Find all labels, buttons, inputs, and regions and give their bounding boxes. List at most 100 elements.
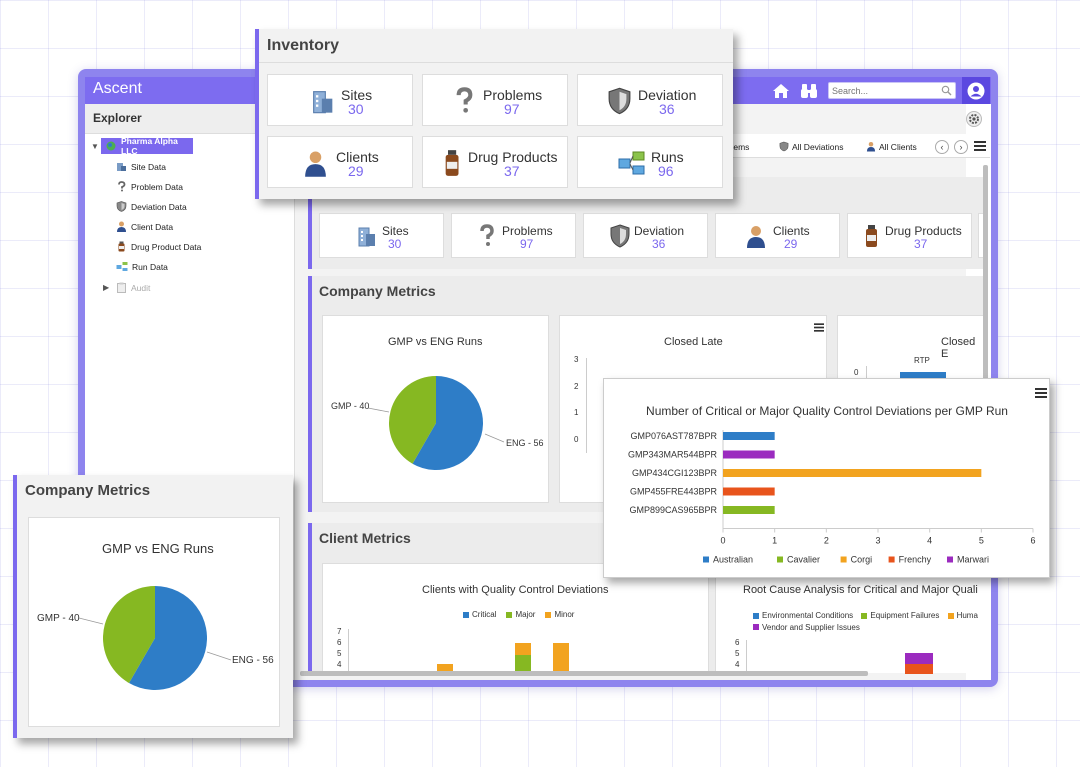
gmp-eng-panel: GMP vs ENG Runs GMP - 40 ENG - 56 — [322, 315, 549, 503]
sidebar-item-site-data[interactable]: Site Data — [116, 161, 166, 172]
tree-root-item[interactable]: Pharma Alpha LLC — [101, 136, 193, 156]
legend-label: Australian — [713, 555, 753, 565]
tile-name: Drug Products — [885, 224, 962, 238]
chart-title: Number of Critical or Major Quality Cont… — [646, 404, 1008, 418]
series-label: RTP — [914, 356, 930, 365]
chart-legend: Environmental Conditions Equipment Failu… — [753, 610, 983, 633]
user-menu-button[interactable] — [962, 77, 990, 104]
bg-tile-deviation[interactable]: Deviation 36 — [583, 213, 708, 258]
tree-collapse-icon[interactable]: ▼ — [91, 142, 99, 151]
sidebar-item-client-data[interactable]: Client Data — [116, 221, 173, 232]
gmp-eng-panel-large: GMP vs ENG Runs GMP - 40 ENG - 56 — [28, 517, 280, 727]
legend-swatch — [840, 556, 847, 563]
leader-line — [367, 407, 390, 413]
legend-swatch — [947, 556, 953, 563]
sidebar-item-drug-product-data[interactable]: Drug Product Data — [116, 241, 201, 252]
chart-bar[interactable] — [723, 506, 775, 514]
chart-title: Root Cause Analysis for Critical and Maj… — [743, 584, 978, 596]
vertical-scrollbar[interactable] — [983, 165, 988, 390]
tile-name: Clients — [773, 224, 810, 238]
bottle-icon — [118, 241, 125, 252]
y-tick-label: 5 — [735, 649, 740, 658]
menu-icon[interactable] — [814, 323, 824, 332]
tab-all-clients[interactable]: All Clients — [866, 141, 917, 152]
inventory-tile-problems[interactable]: Problems 97 — [422, 74, 568, 126]
sidebar-item-deviation-data[interactable]: Deviation Data — [116, 201, 187, 212]
tile-count: 29 — [784, 237, 798, 251]
bg-tile-clients[interactable]: Clients 29 — [715, 213, 840, 258]
chart-bar — [437, 664, 453, 674]
bg-tile-problems[interactable]: Problems 97 — [451, 213, 576, 258]
inventory-tile-drug-products[interactable]: Drug Products 37 — [422, 136, 568, 188]
search-icon[interactable] — [941, 85, 952, 96]
bg-tile-sites[interactable]: Sites 30 — [319, 213, 444, 258]
chart-bar[interactable] — [723, 432, 775, 440]
horizontal-scrollbar[interactable] — [300, 671, 868, 676]
tab-prev-button[interactable]: ‹ — [935, 140, 949, 154]
y-axis-line — [586, 358, 587, 453]
tab-problems[interactable]: oblems — [722, 142, 749, 152]
leader-line — [206, 651, 232, 661]
legend-label: Cavalier — [787, 555, 820, 565]
sidebar-item-run-data[interactable]: Run Data — [116, 261, 168, 272]
tab-label: oblems — [722, 142, 750, 152]
tile-name: Drug Products — [468, 149, 558, 165]
pie-label-gmp: GMP - 40 — [331, 401, 369, 411]
x-tick-label: 5 — [979, 536, 984, 546]
chart-title: Closed Late — [664, 336, 723, 348]
tile-count: 36 — [659, 101, 675, 117]
inventory-tile-runs[interactable]: Runs 96 — [577, 136, 723, 188]
legend-item: Minor — [545, 610, 574, 619]
chart-bar — [553, 643, 569, 674]
chart-bar — [905, 664, 933, 674]
flow-icon — [116, 262, 128, 271]
x-tick-label: 2 — [824, 536, 829, 546]
building-icon — [313, 91, 333, 114]
shield-icon — [116, 201, 127, 212]
tab-next-button[interactable]: › — [954, 140, 968, 154]
rtp-bar — [900, 372, 946, 378]
bottle-icon — [866, 225, 877, 247]
binoculars-icon[interactable] — [800, 82, 818, 99]
chart-title: GMP vs ENG Runs — [102, 541, 214, 556]
sidebar-item-audit[interactable]: Audit — [116, 282, 150, 293]
leader-line — [78, 617, 104, 625]
legend-swatch — [703, 556, 709, 563]
person-icon — [305, 151, 326, 177]
deviations-bar-chart: Number of Critical or Major Quality Cont… — [628, 404, 1036, 565]
chart-title: Closed E — [941, 336, 976, 360]
y-tick-label: 5 — [337, 649, 342, 658]
chart-bar — [905, 653, 933, 664]
chart-bar[interactable] — [723, 469, 982, 477]
inventory-tile-clients[interactable]: Clients 29 — [267, 136, 413, 188]
tree-expand-icon[interactable]: ▶ — [103, 283, 110, 292]
inventory-tile-deviation[interactable]: Deviation 36 — [577, 74, 723, 126]
chart-bar[interactable] — [723, 450, 775, 459]
menu-icon[interactable] — [974, 141, 986, 151]
y-tick-label: 2 — [574, 382, 579, 391]
shield-icon — [608, 87, 631, 115]
home-icon[interactable] — [772, 83, 790, 99]
menu-icon[interactable] — [1035, 388, 1047, 398]
bg-tile-drug-products[interactable]: Drug Products 37 — [847, 213, 972, 258]
y-tick-label: 6 — [735, 638, 740, 647]
question-icon — [118, 181, 126, 192]
legend-swatch — [888, 556, 895, 563]
gear-icon[interactable] — [966, 111, 982, 127]
tab-all-deviations[interactable]: All Deviations — [779, 141, 844, 152]
sidebar-item-problem-data[interactable]: Problem Data — [116, 181, 183, 192]
tile-count: 37 — [504, 163, 520, 179]
section-title: Company Metrics — [319, 283, 436, 299]
tree-root-label: Pharma Alpha LLC — [121, 136, 178, 156]
pie-label-eng: ENG - 56 — [506, 438, 544, 448]
search-input[interactable] — [832, 84, 940, 97]
y-tick-label: 0 — [574, 435, 579, 444]
bottle-icon — [445, 150, 459, 176]
inventory-tile-sites[interactable]: Sites 30 — [267, 74, 413, 126]
user-icon — [967, 82, 985, 100]
category-label: GMP434CGI123BPR — [632, 468, 718, 478]
search-box[interactable] — [828, 82, 956, 99]
clipboard-icon — [117, 282, 126, 293]
chart-bar[interactable] — [723, 487, 775, 496]
tile-count: 37 — [914, 237, 928, 251]
